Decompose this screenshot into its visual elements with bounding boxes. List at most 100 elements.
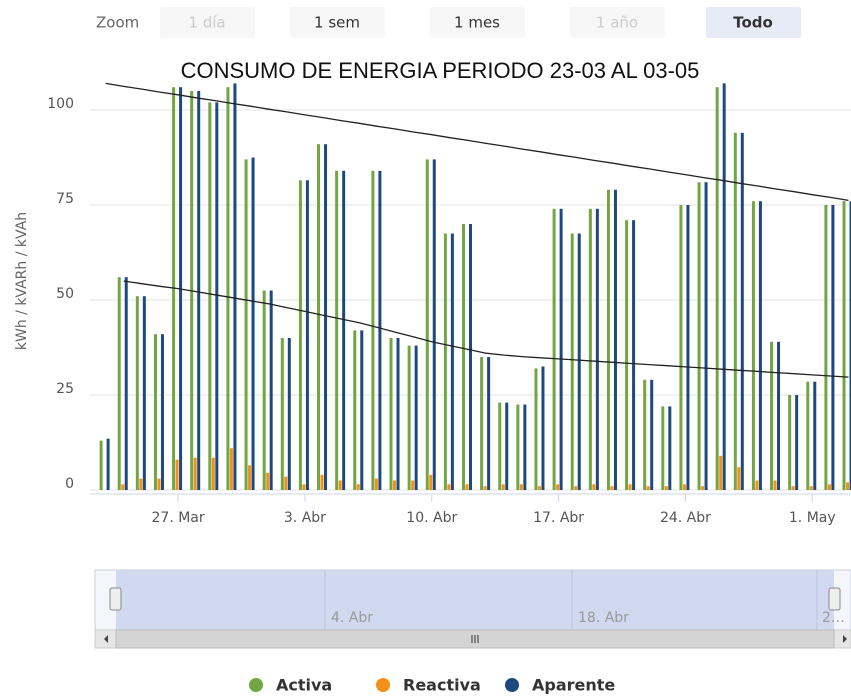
bar: [577, 233, 581, 490]
bar: [788, 395, 792, 490]
bar: [469, 224, 472, 490]
bar: [324, 144, 328, 490]
zoom-button[interactable]: [430, 7, 525, 38]
bar: [121, 484, 125, 490]
scroll-right[interactable]: [843, 635, 847, 643]
zoom-button-label[interactable]: Todo: [733, 14, 773, 32]
navigator-label: 4. Abr: [331, 610, 373, 626]
bar: [613, 189, 617, 491]
bar: [664, 486, 668, 490]
bar: [498, 402, 502, 490]
bar: [595, 208, 599, 491]
bar: [429, 474, 433, 490]
zoom-button[interactable]: [706, 7, 801, 38]
bar: [338, 480, 342, 490]
bar: [686, 205, 690, 490]
bar: [317, 144, 321, 490]
bar: [248, 465, 252, 490]
bar: [197, 91, 201, 490]
bar: [393, 480, 397, 490]
bar: [251, 157, 255, 490]
bar: [244, 159, 248, 490]
bar: [425, 159, 429, 490]
bar: [516, 404, 520, 490]
bar: [592, 484, 596, 490]
zoom-button-label[interactable]: 1 mes: [454, 14, 500, 32]
bar: [777, 341, 781, 490]
bar: [501, 484, 505, 490]
bar: [447, 484, 451, 490]
navigator-label: 2…: [822, 610, 845, 626]
bar: [480, 357, 484, 490]
bar: [432, 159, 436, 490]
bar: [396, 338, 400, 490]
bar: [697, 182, 701, 490]
bar: [751, 201, 755, 490]
bar: [153, 334, 157, 490]
bar: [740, 132, 744, 491]
bar: [229, 448, 233, 490]
bar: [233, 83, 237, 491]
legend-symbol[interactable]: [505, 678, 519, 692]
legend-label[interactable]: Aparente: [532, 676, 615, 695]
bar: [574, 486, 578, 490]
bar: [715, 87, 719, 490]
y-tick-label: 75: [56, 191, 74, 207]
bar: [142, 296, 146, 490]
navigator-handle[interactable]: [828, 587, 841, 611]
bar: [679, 205, 683, 490]
x-tick-label: 1. May: [789, 510, 836, 526]
bar: [846, 482, 850, 490]
bar: [827, 484, 831, 490]
bar: [668, 406, 672, 490]
zoom-button-label[interactable]: 1 sem: [314, 14, 360, 32]
zoom-button[interactable]: [290, 7, 385, 38]
bar: [175, 459, 179, 490]
trend-line: [123, 280, 849, 378]
bar: [610, 486, 614, 490]
bar: [450, 233, 454, 490]
zoom-button-label: 1 año: [596, 14, 638, 32]
bar: [632, 220, 636, 490]
bar: [733, 132, 737, 491]
bar: [215, 102, 219, 491]
bar: [534, 368, 538, 490]
legend-label[interactable]: Activa: [276, 676, 332, 695]
trend-line: [105, 82, 849, 202]
bar: [682, 484, 686, 490]
bar: [628, 484, 632, 490]
bar: [722, 83, 726, 491]
legend-symbol[interactable]: [376, 678, 390, 692]
navigator-handle[interactable]: [109, 587, 122, 611]
bar: [650, 379, 654, 490]
scroll-left[interactable]: [104, 635, 108, 643]
bar: [487, 357, 491, 490]
bar: [284, 476, 288, 490]
legend-symbol[interactable]: [249, 678, 263, 692]
bar: [443, 233, 447, 490]
bar: [809, 486, 813, 490]
bar: [755, 480, 759, 490]
legend-label[interactable]: Reactiva: [403, 676, 481, 695]
bar: [371, 170, 375, 491]
bar: [389, 338, 393, 490]
bar: [135, 296, 139, 490]
bar: [302, 484, 306, 490]
bar: [849, 201, 851, 490]
zoom-button: [570, 7, 665, 38]
bar: [758, 201, 762, 490]
y-axis-label: kWh / kVARh / kVAh: [14, 212, 30, 350]
zoom-label: Zoom: [96, 14, 139, 32]
bar: [588, 208, 592, 491]
bar: [139, 478, 143, 490]
bar: [269, 290, 273, 490]
bar: [298, 180, 302, 491]
navigator-mask[interactable]: [116, 570, 834, 630]
bar: [737, 467, 741, 490]
bar: [414, 345, 418, 490]
bar: [646, 486, 650, 490]
bar: [806, 381, 810, 490]
bar: [280, 338, 284, 490]
bar: [353, 330, 357, 490]
